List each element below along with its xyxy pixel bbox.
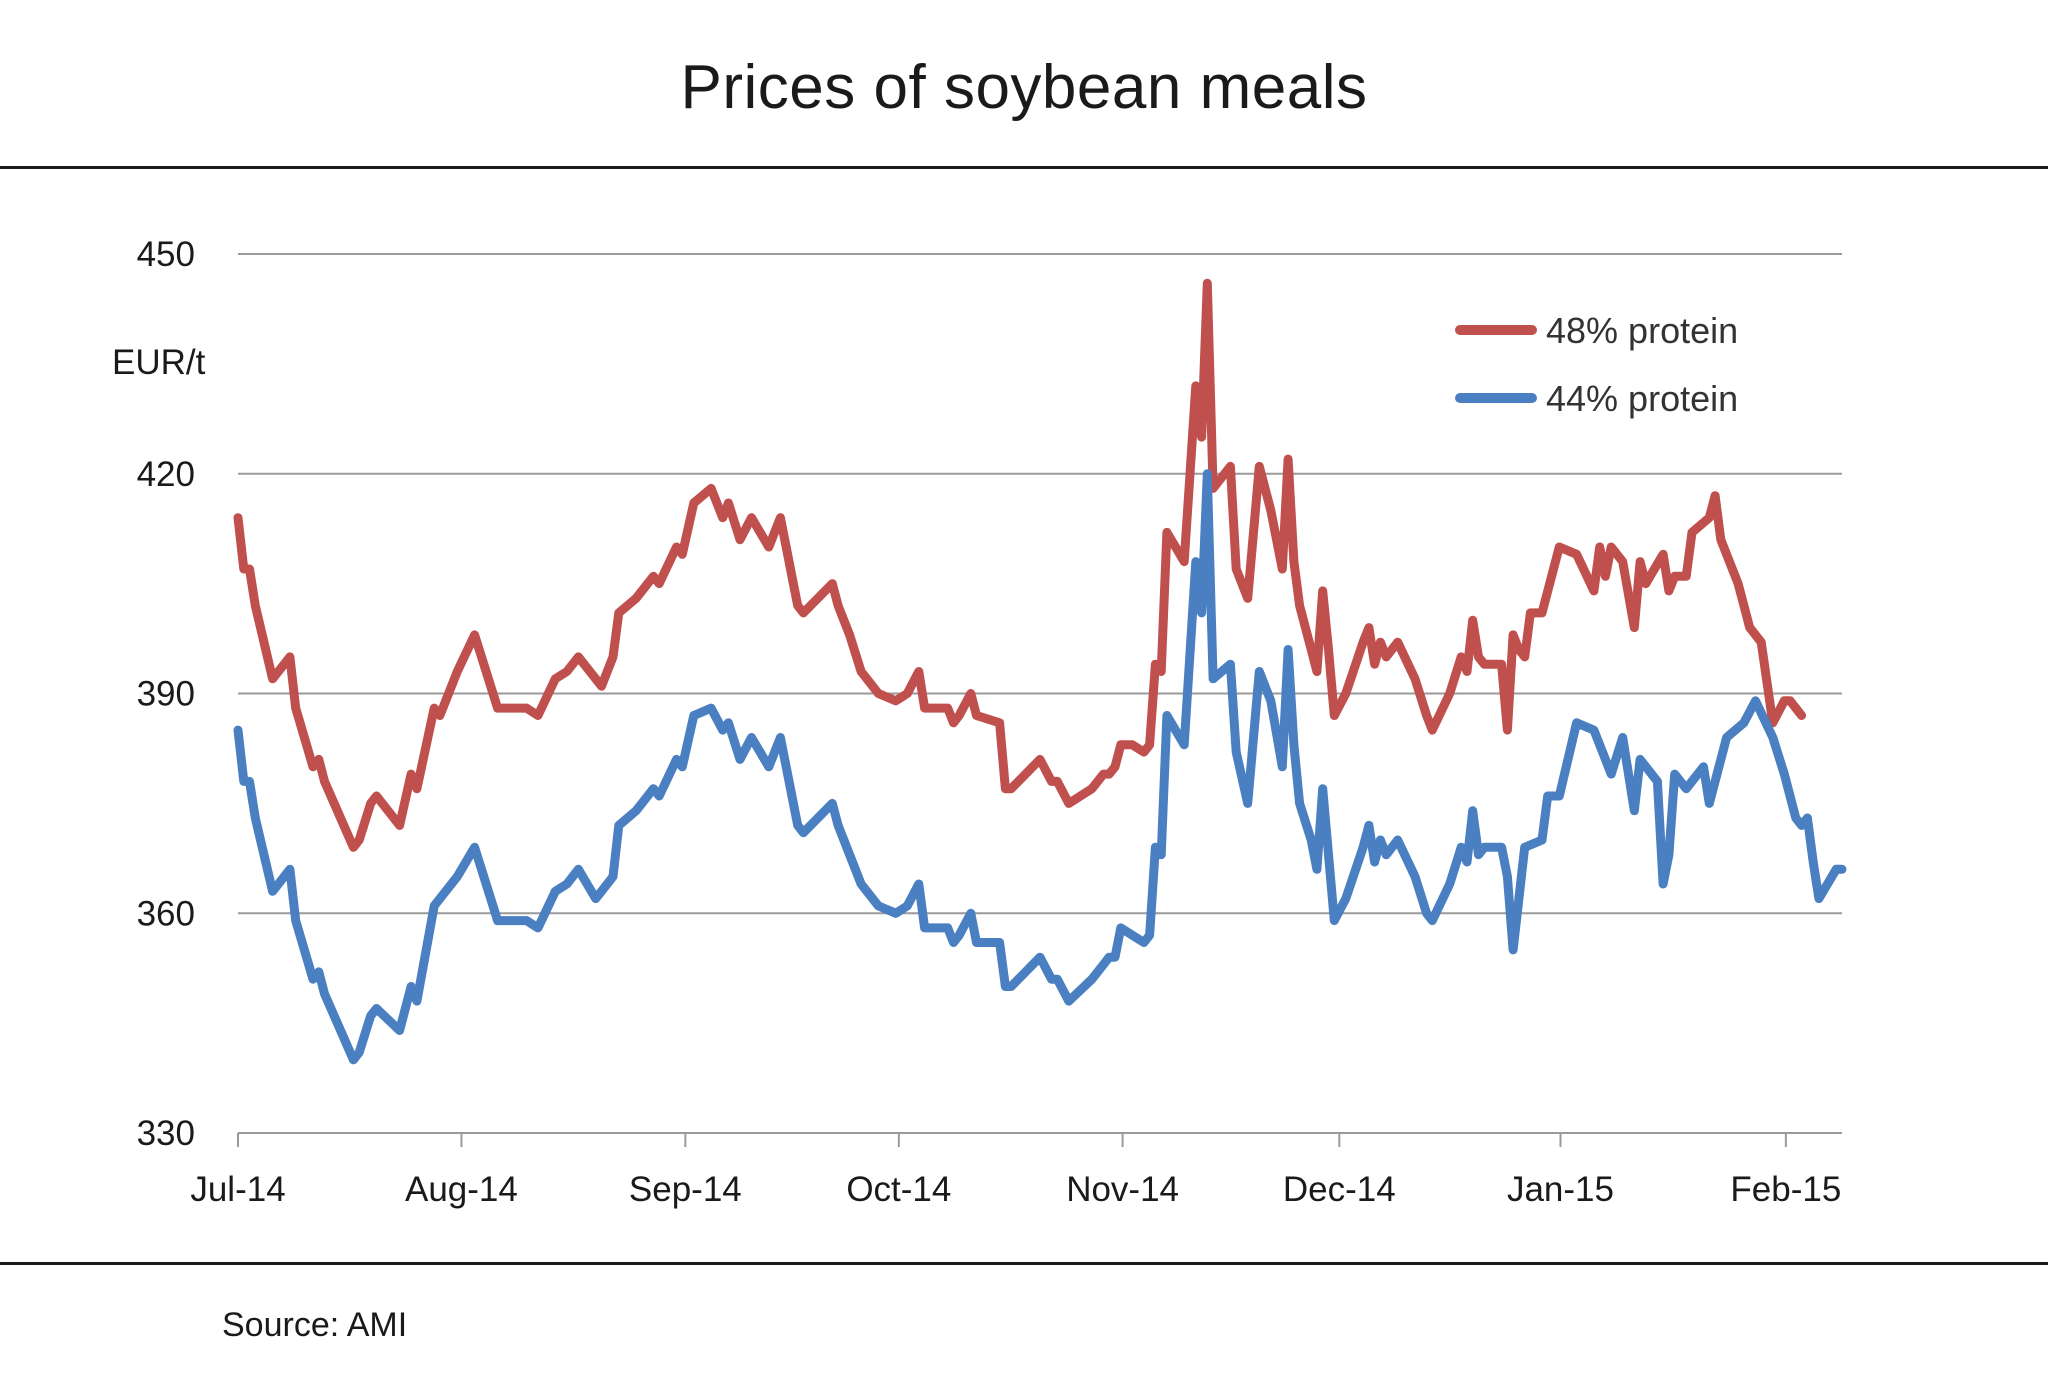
x-tick-label: Sep-14 [629,1170,742,1209]
grid-lines [238,253,1842,915]
x-tick-label: Aug-14 [405,1170,518,1209]
y-tick-label: 450 [137,235,195,274]
y-tick-label: 390 [137,675,195,714]
x-tick-label: Dec-14 [1283,1170,1396,1209]
chart-title: Prices of soybean meals [680,53,1368,122]
series-lines [233,278,1847,1065]
top-divider [0,166,2048,169]
legend: 48% protein 44% protein [1455,310,1738,419]
bottom-divider [0,1262,2048,1265]
x-tick-label: Oct-14 [846,1170,951,1209]
y-axis-label: EUR/t [112,343,206,382]
x-tick-label: Feb-15 [1730,1170,1841,1209]
y-tick-label: 420 [137,455,195,494]
source-note: Source: AMI [222,1306,408,1344]
y-tick-label: 330 [137,1114,195,1153]
series-line-protein-44 [233,469,1847,1065]
x-tick-label: Nov-14 [1066,1170,1179,1209]
y-tick-label: 360 [137,894,195,933]
x-axis: Jul-14 Aug-14 Sep-14 Oct-14 Nov-14 Dec-14 Jan-… [190,1132,1842,1209]
x-tick-label: Jul-14 [190,1170,285,1209]
legend-label: 44% protein [1546,378,1738,419]
series-line-protein-48 [233,278,1807,852]
y-axis-ticks: 330 360 390 420 450 [137,235,195,1153]
x-tick-label: Jan-15 [1507,1170,1614,1209]
legend-label: 48% protein [1546,310,1738,351]
